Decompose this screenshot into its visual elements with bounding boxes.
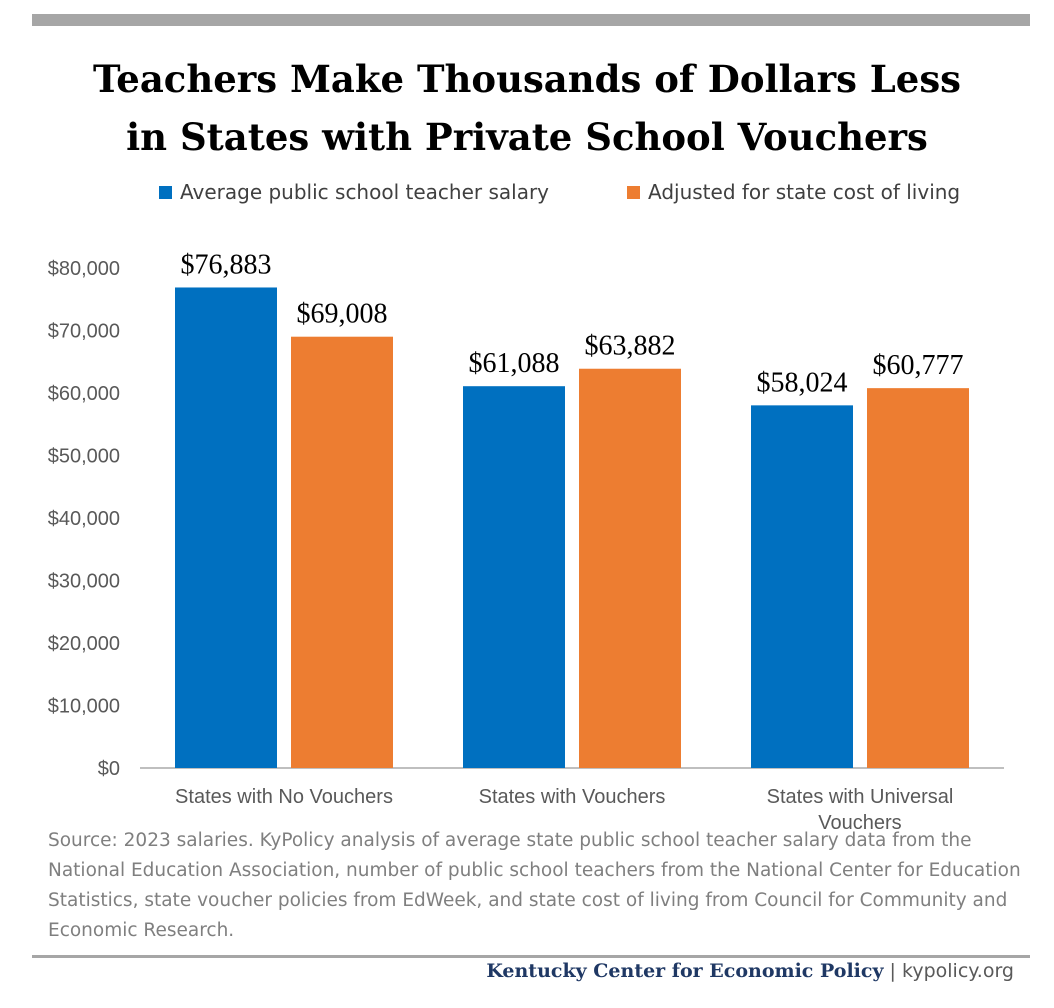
legend-swatch-average-salary xyxy=(159,185,172,199)
y-tick-label: $20,000 xyxy=(48,633,120,655)
y-tick-label: $80,000 xyxy=(48,258,120,280)
y-tick-label: $40,000 xyxy=(48,508,120,530)
x-category-label: States with Universal xyxy=(767,786,954,808)
legend-swatch-adjusted-salary xyxy=(627,185,640,199)
legend: Average public school teacher salary Adj… xyxy=(0,180,1054,210)
title-line-1: Teachers Make Thousands of Dollars Less xyxy=(92,57,962,101)
data-label: $60,777 xyxy=(873,350,964,381)
footer-org: Kentucky Center for Economic Policy xyxy=(486,960,884,982)
x-category-label: States with No Vouchers xyxy=(175,786,393,808)
y-tick-label: $70,000 xyxy=(48,321,120,343)
bar-series-2-category-3 xyxy=(867,388,969,768)
x-category-label: Vouchers xyxy=(818,812,901,834)
y-tick-label: $60,000 xyxy=(48,383,120,405)
bar-series-2-category-1 xyxy=(291,336,393,768)
source-note: Source: 2023 salaries. KyPolicy analysis… xyxy=(48,830,1021,941)
bottom-rule xyxy=(32,955,1030,958)
bar-series-1-category-2 xyxy=(463,386,565,768)
bar-series-1-category-1 xyxy=(175,287,277,768)
legend-item-average-salary: Average public school teacher salary xyxy=(159,180,549,204)
data-label: $58,024 xyxy=(757,367,848,398)
footer-url: kypolicy.org xyxy=(902,960,1014,982)
bar-series-1-category-3 xyxy=(751,405,853,768)
y-tick-label: $50,000 xyxy=(48,446,120,468)
data-label: $63,882 xyxy=(585,331,676,362)
footer-separator: | xyxy=(889,960,896,982)
x-category-label: States with Vouchers xyxy=(479,786,666,808)
legend-label-average-salary: Average public school teacher salary xyxy=(180,180,550,204)
chart-title: Teachers Make Thousands of Dollars Less … xyxy=(0,50,1054,166)
legend-item-adjusted-salary: Adjusted for state cost of living xyxy=(627,180,960,204)
title-line-2: in States with Private School Vouchers xyxy=(126,115,928,159)
top-rule xyxy=(32,14,1030,26)
data-label: $61,088 xyxy=(469,348,560,379)
bar-series-2-category-2 xyxy=(579,368,681,768)
y-tick-label: $30,000 xyxy=(48,571,120,593)
y-tick-label: $10,000 xyxy=(48,696,120,718)
footer: Kentucky Center for Economic Policy | ky… xyxy=(486,958,1014,984)
data-label: $76,883 xyxy=(181,249,272,280)
legend-label-adjusted-salary: Adjusted for state cost of living xyxy=(648,180,961,204)
data-label: $69,008 xyxy=(297,299,388,330)
bar-chart: $0 $10,000 $20,000 $30,000 $40,000 $50,000 $60… xyxy=(48,249,1004,834)
y-tick-label: $0 xyxy=(98,758,120,780)
